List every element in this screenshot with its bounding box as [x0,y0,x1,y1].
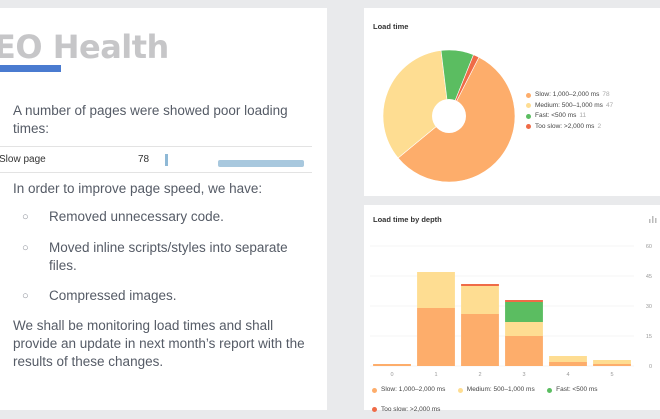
bullet-text: Compressed images. [49,288,177,303]
bar-segment-2-3 [461,284,499,286]
legend-item-medium: Medium: 500–1,000 ms [457,385,535,396]
bar-segment-4-0 [549,362,587,366]
bullet-circle-icon: ○ [22,290,29,302]
bar-segment-3-0 [505,336,543,366]
legend-label: Medium: 500–1,000 ms [535,101,603,109]
legend-swatch [547,387,553,393]
legend-count: 47 [605,101,614,109]
donut-hole [432,99,466,133]
bullet-text: Removed unnecessary code. [49,209,224,224]
row-bar [218,160,304,167]
legend-item-too-slow: Too slow: >2,000 ms [372,405,440,416]
bar-segment-5-0 [593,364,631,366]
y-tick-label: 30 [646,304,652,310]
legend-swatch [526,124,531,129]
row-value: 78 [138,154,150,165]
intro-text: A number of pages were showed poor loadi… [13,103,288,136]
y-tick-label: 15 [646,334,652,340]
slide-panel: EO Health A number of pages were showed … [0,8,327,410]
bullet-circle-icon: ○ [22,242,29,254]
load-time-legend: Slow: 1,000–2,000 ms 78 Medium: 500–1,000… [526,90,613,132]
bar-segment-1-0 [417,308,455,366]
donut-slice-3 [448,54,480,117]
chart-menu-icon[interactable] [649,215,657,223]
legend-item-fast: Fast: <500 ms 11 [526,111,613,122]
legend-count: 78 [602,91,610,98]
x-tick-label: 1 [434,372,437,378]
improve-intro-text: In order to improve page speed, we have: [13,181,263,196]
bar-segment-3-2 [505,302,543,322]
x-tick-label: 3 [522,372,525,378]
legend-label: Slow: 1,000–2,000 ms [535,91,600,98]
legend-label: Too slow: >2,000 ms [535,122,595,130]
closing-text: We shall be monitoring load times and sh… [13,318,305,369]
legend-item-medium: Medium: 500–1,000 ms 47 [526,101,613,112]
legend-label: Too slow: >2,000 ms [381,405,441,413]
legend-swatch [526,113,531,119]
x-tick-label: 2 [478,372,481,378]
legend-swatch [526,103,531,108]
legend-label: Medium: 500–1,000 ms [466,386,535,393]
bullet-text: Moved inline scripts/styles into separat… [49,240,288,273]
bar-segment-1-1 [417,272,455,308]
bullet-item: ○ Compressed images. [22,287,312,305]
y-tick-label: 60 [646,244,652,250]
legend-label: Fast: <500 ms [535,112,577,119]
slow-page-row: Slow page 78 [0,146,312,173]
bar-segment-2-1 [461,286,499,314]
y-tick-label: 45 [646,274,652,280]
legend-swatch [457,387,463,393]
bar-segment-4-1 [549,356,587,362]
bar-segment-5-1 [593,360,631,364]
legend-item-slow: Slow: 1,000–2,000 ms [372,385,445,396]
load-time-by-depth-title: Load time by depth [373,215,442,224]
legend-item-fast: Fast: <500 ms [547,385,598,396]
bullet-item: ○ Moved inline scripts/styles into separ… [22,239,312,275]
row-label: Slow page [0,154,46,165]
load-time-by-depth-card: Load time by depth 0 15 30 45 60 0 1 2 3 4 5 Slow:… [364,205,660,413]
donut-slice-1 [382,50,450,159]
legend-item-slow: Slow: 1,000–2,000 ms 78 [526,90,613,101]
legend-swatch [526,92,531,98]
legend-swatch [372,407,377,412]
legend-count: 11 [579,112,587,119]
row-marker [165,154,168,166]
load-time-title: Load time [373,22,409,31]
bar-segment-3-3 [505,300,543,302]
bar-segment-2-0 [461,314,499,366]
legend-label: Fast: <500 ms [556,386,598,393]
slide-title: EO Health [0,28,169,66]
bar-segment-3-1 [505,322,543,336]
load-time-by-depth-legend: Slow: 1,000–2,000 ms Medium: 500–1,000 m… [372,378,657,417]
legend-label: Slow: 1,000–2,000 ms [381,386,446,393]
legend-item-too-slow: Too slow: >2,000 ms 2 [526,122,613,133]
x-tick-label: 4 [566,372,569,378]
title-accent-bar [0,65,61,72]
load-time-card: Load time Slow: 1,000–2,000 ms 78 Medium:… [364,8,660,196]
y-tick-label: 0 [649,364,652,370]
bar-segment-0-0 [373,364,411,366]
bullet-item: ○ Removed unnecessary code. [22,208,312,226]
load-time-donut-chart [382,49,516,183]
bullet-circle-icon: ○ [22,211,29,223]
legend-count: 2 [597,122,602,130]
legend-swatch [372,387,377,393]
x-tick-label: 0 [390,372,393,378]
x-tick-label: 5 [610,372,613,378]
